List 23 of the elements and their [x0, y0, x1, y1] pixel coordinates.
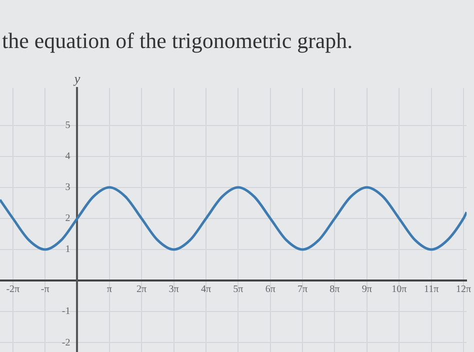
x-tick-label: 8π — [330, 284, 340, 296]
x-tick-label: -2π — [6, 284, 20, 296]
y-axis-title: y — [72, 70, 80, 86]
x-tick-label: 12π — [456, 284, 472, 296]
x-tick-label: 3π — [168, 284, 179, 296]
x-tick-label: 7π — [298, 284, 308, 296]
y-tick-label: -2 — [62, 337, 70, 348]
y-tick-label: 5 — [65, 120, 70, 131]
x-tick-label: 10π — [392, 284, 407, 296]
y-tick-label: 1 — [65, 244, 70, 256]
y-tick-label: 3 — [65, 182, 70, 194]
chart-title: the equation of the trigonometric graph. — [1, 27, 354, 55]
x-tick-label: 2π — [136, 284, 147, 296]
y-tick-label: 2 — [65, 213, 70, 224]
x-tick-label: π — [106, 284, 112, 296]
x-tick-label: 4π — [200, 284, 212, 296]
x-tick-label: 5π — [233, 284, 244, 296]
y-tick-label: -1 — [62, 306, 70, 318]
x-tick-label: 9π — [362, 284, 372, 296]
x-tick-label: 6π — [265, 284, 276, 296]
y-tick-label: 4 — [65, 150, 70, 162]
x-tick-label: -π — [40, 284, 50, 296]
x-tick-label: 11π — [424, 284, 439, 296]
